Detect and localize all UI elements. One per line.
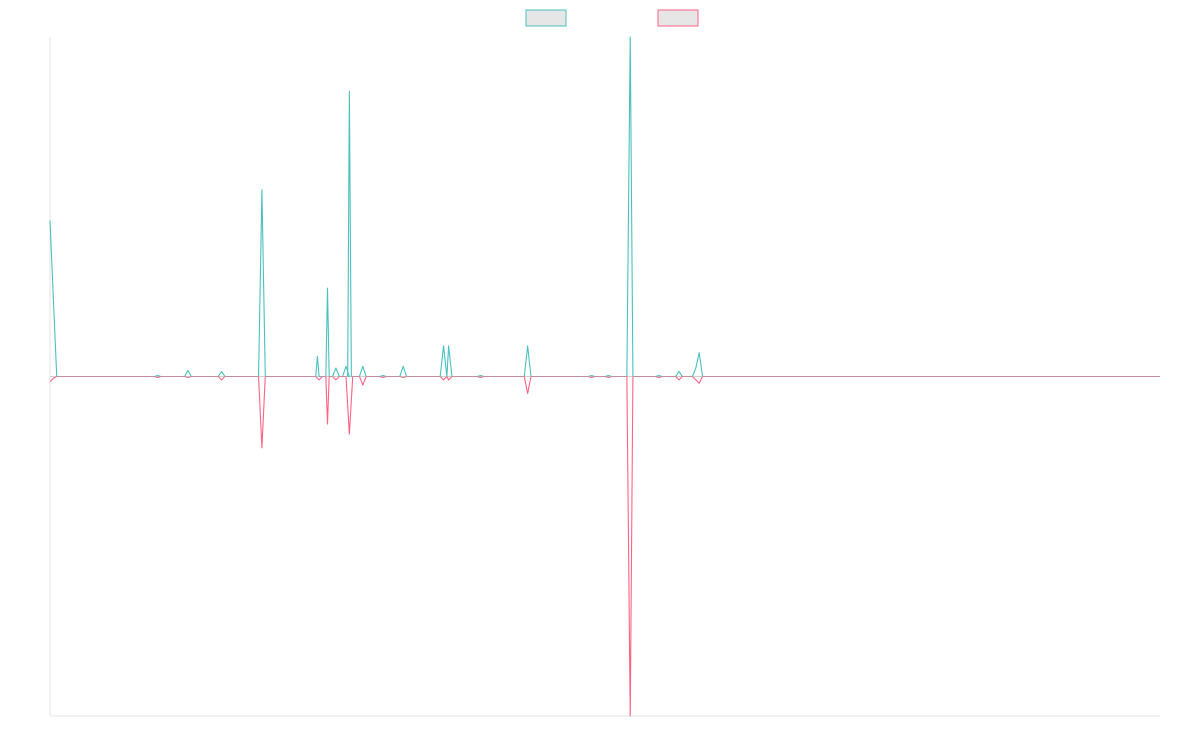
legend-swatch-2 [657,9,699,27]
legend [525,9,699,27]
series-line-1 [49,36,1160,378]
legend-swatch-1 [525,9,567,27]
series-lines [49,36,1160,717]
series-line-2 [49,375,1160,717]
